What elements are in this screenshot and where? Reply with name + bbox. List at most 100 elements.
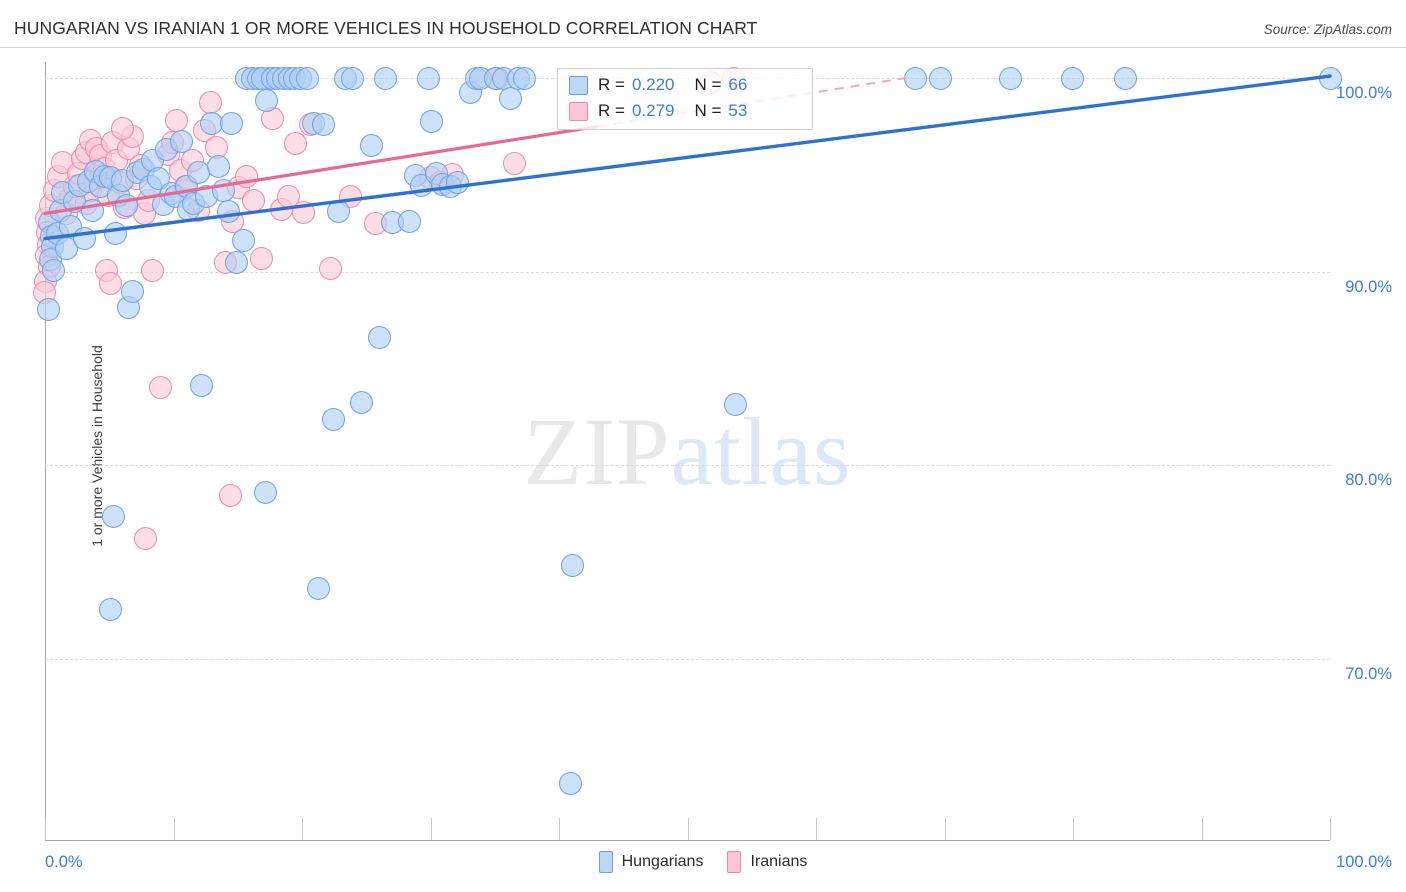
data-point-hungarians [903,66,927,90]
data-point-hungarians [211,178,235,202]
data-point-iranians [164,108,188,132]
x-tick-9 [1201,818,1203,840]
data-point-iranians [241,188,265,212]
data-point-iranians [140,258,164,282]
data-point-hungarians [311,112,335,136]
series-legend-item-hungarians[interactable]: Hungarians [598,851,704,873]
series-swatch-hungarians [598,851,613,873]
data-point-hungarians [419,109,443,133]
data-point-iranians [234,164,258,188]
x-tick-6 [816,818,817,840]
data-point-hungarians [80,198,104,222]
data-point-hungarians [41,258,65,282]
x-tick-2 [302,818,303,840]
data-point-hungarians [36,297,60,321]
y-tick-label-70: 70.0% [1345,664,1392,683]
data-point-hungarians [224,250,248,274]
data-point-iranians [98,271,122,295]
data-point-hungarians [189,373,213,397]
data-point-hungarians [216,199,240,223]
gridline-90 [45,271,1330,273]
series-label-hungarians: Hungarians [621,853,704,870]
watermark-atlas: atlas [670,397,852,505]
x-axis-end-label: 100.0% [1336,853,1392,871]
legend-row-hungarians[interactable]: R = 0.220 N = 66 [569,72,747,98]
data-point-hungarians [340,66,364,90]
data-point-iranians [218,483,242,507]
data-point-hungarians [101,504,125,528]
legend-n-label-iranians: N = [694,101,722,120]
gridline-70 [45,658,1330,660]
legend-r-value-iranians: 0.279 [631,101,675,120]
data-point-hungarians [498,86,522,110]
data-point-hungarians [397,209,421,233]
y-tick-label-100: 100.0% [1336,84,1392,102]
legend-row-iranians[interactable]: R = 0.279 N = 53 [569,98,747,124]
gridline-80 [45,465,1330,466]
x-axis-start-label: 0.0% [45,853,83,871]
data-point-hungarians [103,221,127,245]
data-point-hungarians [114,193,138,217]
y-tick-label-80: 80.0% [1345,471,1392,489]
x-tick-5 [687,818,689,840]
data-point-hungarians [445,170,469,194]
x-tick-10 [1330,818,1331,840]
data-point-hungarians [558,771,582,795]
legend-n-label-hungarians: N = [694,75,722,94]
x-tick-1 [173,818,175,840]
data-point-iranians [133,526,157,550]
data-point-hungarians [321,407,345,431]
data-point-hungarians [120,279,144,303]
data-point-hungarians [253,480,277,504]
page-title: HUNGARIAN VS IRANIAN 1 OR MORE VEHICLES … [14,18,758,38]
source-note: Source: ZipAtlas.com [1263,22,1392,37]
series-label-iranians: Iranians [750,853,808,870]
data-point-iranians [249,246,273,270]
data-point-hungarians [349,390,373,414]
data-point-iranians [318,256,342,280]
x-tick-7 [944,818,946,840]
legend-swatch-iranians [569,101,588,121]
data-point-iranians [283,131,307,155]
data-point-iranians [502,151,526,175]
data-point-hungarians [723,392,747,416]
legend-n-value-hungarians: 66 [728,75,748,94]
x-tick-3 [430,818,432,840]
plot-area: ZIP atlas [32,62,1342,840]
data-point-hungarians [998,66,1022,90]
series-legend: Hungarians Iranians [0,851,1406,873]
data-point-hungarians [72,226,96,250]
x-tick-0 [45,818,46,840]
y-axis-line [45,62,46,840]
data-point-hungarians [98,597,122,621]
data-point-hungarians [219,111,243,135]
series-legend-item-iranians[interactable]: Iranians [727,851,807,873]
data-point-iranians [148,375,172,399]
legend-r-label-iranians: R = [598,101,625,120]
data-point-hungarians [295,66,319,90]
data-point-hungarians [1113,66,1137,90]
data-point-hungarians [231,228,255,252]
legend-r-label-hungarians: R = [598,75,625,94]
correlation-legend[interactable]: R = 0.220 N = 66 R = 0.279 N = 53 [557,68,813,130]
x-tick-8 [1073,818,1074,840]
series-swatch-iranians [727,851,742,873]
watermark-zip: ZIP [523,397,671,505]
legend-n-value-iranians: 53 [728,101,748,120]
data-point-hungarians [928,66,952,90]
data-point-iranians [198,90,222,114]
data-point-iranians [291,200,315,224]
data-point-hungarians [306,576,330,600]
legend-r-value-hungarians: 0.220 [631,75,675,94]
data-point-hungarians [560,553,584,577]
data-point-hungarians [512,66,536,90]
data-point-hungarians [186,160,210,184]
data-point-hungarians [359,133,383,157]
x-tick-4 [559,818,560,840]
data-point-hungarians [326,199,350,223]
data-point-hungarians [416,66,440,90]
data-point-hungarians [206,154,230,178]
data-point-hungarians [254,88,278,112]
data-point-hungarians [367,325,391,349]
